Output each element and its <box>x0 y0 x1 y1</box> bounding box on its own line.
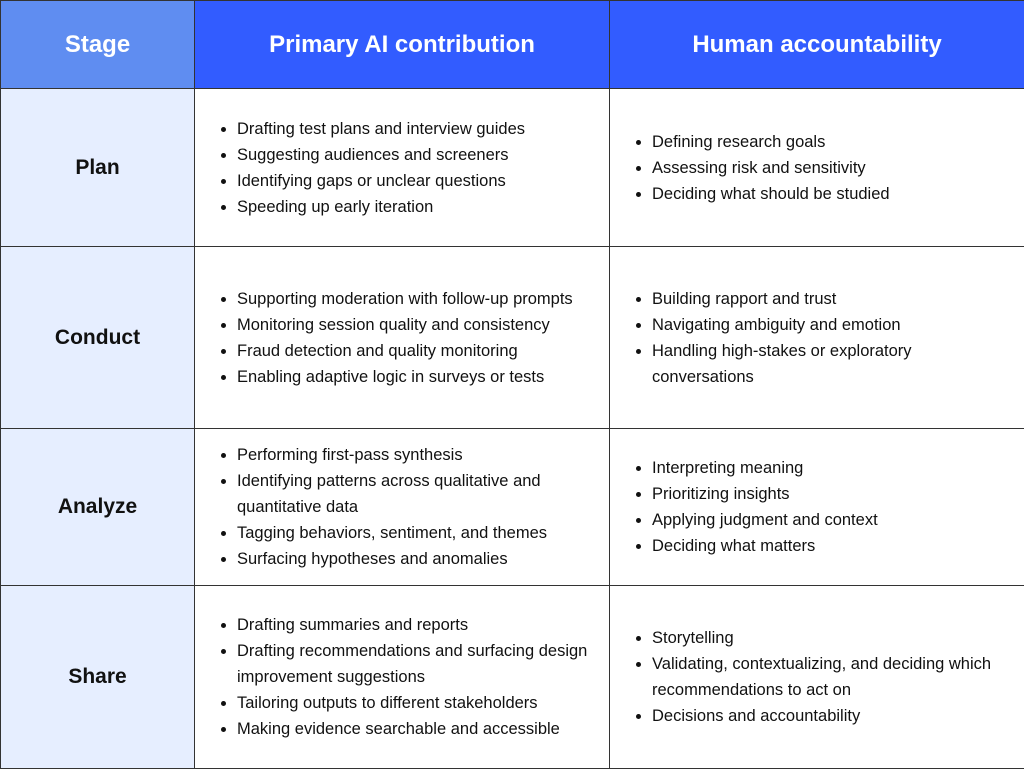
ai-contribution-list: Drafting summaries and reports Drafting … <box>195 612 609 742</box>
list-item: Prioritizing insights <box>652 481 1014 507</box>
ai-contribution-list: Performing first-pass synthesis Identify… <box>195 442 609 572</box>
list-item: Handling high-stakes or exploratory conv… <box>652 338 1014 390</box>
list-item: Identifying patterns across qualitative … <box>237 468 599 520</box>
list-item: Speeding up early iteration <box>237 194 599 220</box>
human-accountability-cell: Interpreting meaning Prioritizing insigh… <box>610 429 1024 586</box>
human-accountability-list: Interpreting meaning Prioritizing insigh… <box>610 455 1024 559</box>
human-accountability-cell: Storytelling Validating, contextualizing… <box>610 586 1024 769</box>
list-item: Making evidence searchable and accessibl… <box>237 716 599 742</box>
list-item: Drafting recommendations and surfacing d… <box>237 638 599 690</box>
human-accountability-list: Storytelling Validating, contextualizing… <box>610 625 1024 729</box>
header-row: Stage Primary AI contribution Human acco… <box>1 1 1024 89</box>
list-item: Deciding what should be studied <box>652 181 1014 207</box>
list-item: Monitoring session quality and consisten… <box>237 312 599 338</box>
list-item: Tagging behaviors, sentiment, and themes <box>237 520 599 546</box>
ai-contribution-list: Supporting moderation with follow-up pro… <box>195 286 609 390</box>
table-row-conduct: Conduct Supporting moderation with follo… <box>1 247 1024 429</box>
list-item: Enabling adaptive logic in surveys or te… <box>237 364 599 390</box>
list-item: Tailoring outputs to different stakehold… <box>237 690 599 716</box>
ai-contribution-cell: Drafting summaries and reports Drafting … <box>195 586 610 769</box>
stage-cell: Conduct <box>1 247 195 429</box>
ai-contribution-list: Drafting test plans and interview guides… <box>195 116 609 220</box>
list-item: Drafting summaries and reports <box>237 612 599 638</box>
list-item: Navigating ambiguity and emotion <box>652 312 1014 338</box>
human-accountability-list: Defining research goals Assessing risk a… <box>610 129 1024 207</box>
list-item: Decisions and accountability <box>652 703 1014 729</box>
list-item: Deciding what matters <box>652 533 1014 559</box>
list-item: Validating, contextualizing, and decidin… <box>652 651 1014 703</box>
ai-contribution-cell: Supporting moderation with follow-up pro… <box>195 247 610 429</box>
human-accountability-list: Building rapport and trust Navigating am… <box>610 286 1024 390</box>
ai-contribution-cell: Drafting test plans and interview guides… <box>195 89 610 247</box>
human-accountability-cell: Defining research goals Assessing risk a… <box>610 89 1024 247</box>
stage-cell: Share <box>1 586 195 769</box>
table-row-plan: Plan Drafting test plans and interview g… <box>1 89 1024 247</box>
table-row-analyze: Analyze Performing first-pass synthesis … <box>1 429 1024 586</box>
list-item: Assessing risk and sensitivity <box>652 155 1014 181</box>
table-row-share: Share Drafting summaries and reports Dra… <box>1 586 1024 769</box>
list-item: Storytelling <box>652 625 1014 651</box>
stage-cell: Plan <box>1 89 195 247</box>
list-item: Performing first-pass synthesis <box>237 442 599 468</box>
header-stage: Stage <box>1 1 195 89</box>
list-item: Supporting moderation with follow-up pro… <box>237 286 599 312</box>
list-item: Building rapport and trust <box>652 286 1014 312</box>
list-item: Defining research goals <box>652 129 1014 155</box>
human-accountability-cell: Building rapport and trust Navigating am… <box>610 247 1024 429</box>
header-human-accountability: Human accountability <box>610 1 1024 89</box>
list-item: Interpreting meaning <box>652 455 1014 481</box>
list-item: Surfacing hypotheses and anomalies <box>237 546 599 572</box>
list-item: Identifying gaps or unclear questions <box>237 168 599 194</box>
list-item: Fraud detection and quality monitoring <box>237 338 599 364</box>
list-item: Applying judgment and context <box>652 507 1014 533</box>
stage-cell: Analyze <box>1 429 195 586</box>
list-item: Drafting test plans and interview guides <box>237 116 599 142</box>
ai-contribution-cell: Performing first-pass synthesis Identify… <box>195 429 610 586</box>
header-ai-contribution: Primary AI contribution <box>195 1 610 89</box>
list-item: Suggesting audiences and screeners <box>237 142 599 168</box>
